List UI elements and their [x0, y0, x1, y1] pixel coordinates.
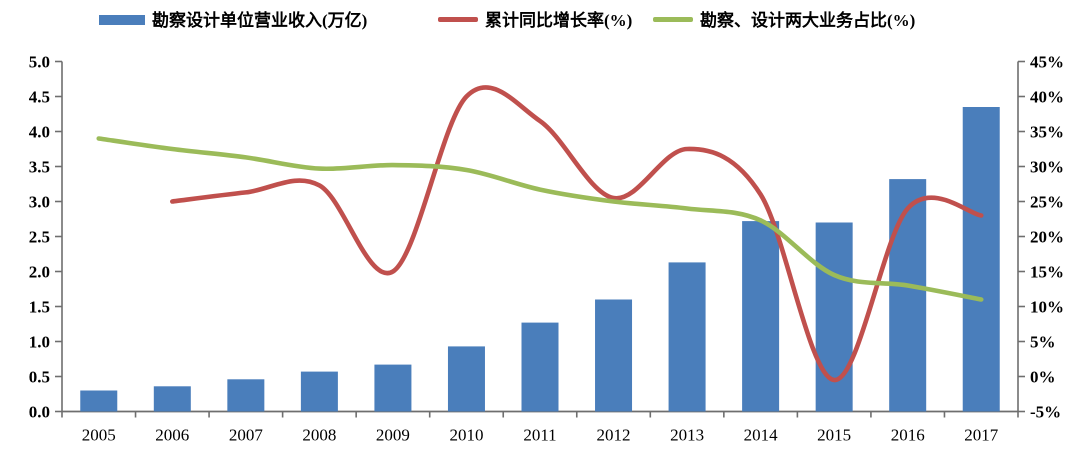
right-axis-tick-label: 5% [1030, 333, 1056, 352]
left-axis-tick-label: 3.0 [29, 193, 50, 212]
line-series-swatch-icon [653, 17, 693, 22]
revenue-bar [300, 371, 338, 412]
revenue-bar [668, 262, 706, 412]
bar-series-swatch-icon [99, 14, 145, 25]
right-axis-tick-label: 25% [1030, 193, 1064, 212]
line-cumulative-growth-rate [170, 85, 984, 383]
left-axis-tick-label: 0.5 [29, 368, 50, 387]
left-axis-tick-label: 0.0 [29, 403, 50, 422]
left-axis-tick-label: 3.5 [29, 158, 50, 177]
revenue-bar [374, 364, 412, 412]
right-axis-tick-label: 35% [1030, 123, 1064, 142]
right-axis-tick-label: 0% [1030, 368, 1056, 387]
x-axis-year-label: 2006 [155, 426, 189, 445]
right-axis: 45% 40% 35% 30% 25% 20% 15% 10% 5% 0% -5% [1018, 53, 1064, 422]
x-axis-year-label: 2011 [523, 426, 556, 445]
x-axis-year-label: 2009 [376, 426, 410, 445]
x-axis-year-label: 2017 [964, 426, 999, 445]
x-axis-year-label: 2008 [302, 426, 336, 445]
x-axis: 2005 2006 2007 2008 2009 2010 2011 2012 2013 2014… [61, 411, 1019, 445]
revenue-bar [962, 107, 1000, 412]
revenue-bar [227, 379, 265, 412]
line-series-swatch-icon [438, 17, 478, 22]
revenue-bar [595, 299, 633, 412]
revenue-bar [742, 221, 780, 412]
legend-label-revenue: 勘察设计单位营业收入(万亿) [152, 11, 368, 30]
x-axis-year-label: 2012 [597, 426, 631, 445]
x-axis-year-label: 2014 [744, 426, 779, 445]
right-axis-tick-label: 15% [1030, 263, 1064, 282]
x-axis-year-label: 2010 [449, 426, 483, 445]
left-axis-tick-label: 1.0 [29, 333, 50, 352]
right-axis-tick-label: -5% [1030, 403, 1061, 422]
left-axis-tick-label: 1.5 [29, 298, 50, 317]
legend-item-business-share: 勘察、设计两大业务占比(%) [653, 6, 915, 31]
revenue-bar [153, 386, 191, 412]
right-axis-tick-label: 40% [1030, 88, 1064, 107]
right-axis-tick-label: 45% [1030, 53, 1064, 72]
revenue-bar [80, 390, 118, 412]
right-axis-tick-label: 30% [1030, 158, 1064, 177]
x-axis-year-label: 2013 [670, 426, 704, 445]
left-axis: 5.0 4.5 4.0 3.5 3.0 2.5 2.0 1.5 1.0 0.5 0.0 [29, 53, 62, 422]
x-axis-year-label: 2007 [229, 426, 264, 445]
x-axis-year-label: 2016 [891, 426, 925, 445]
x-axis-year-label: 2015 [817, 426, 851, 445]
revenue-bar [815, 222, 853, 412]
right-axis-tick-label: 20% [1030, 228, 1064, 247]
line-business-share [96, 136, 984, 302]
legend-item-revenue: 勘察设计单位营业收入(万亿) [99, 6, 367, 31]
legend-label-growth-rate: 累计同比增长率(%) [485, 11, 633, 30]
left-axis-tick-label: 2.5 [29, 228, 50, 247]
left-axis-tick-label: 2.0 [29, 263, 50, 282]
x-axis-year-label: 2005 [82, 426, 116, 445]
legend-item-growth-rate: 累计同比增长率(%) [438, 6, 632, 31]
legend: 勘察设计单位营业收入(万亿) 累计同比增长率(%) 勘察、设计两大业务占比(%) [0, 0, 1080, 34]
right-axis-tick-label: 10% [1030, 298, 1064, 317]
left-axis-tick-label: 5.0 [29, 53, 50, 72]
legend-label-business-share: 勘察、设计两大业务占比(%) [700, 11, 916, 30]
revenue-bar [521, 322, 559, 412]
left-axis-tick-label: 4.0 [29, 123, 50, 142]
revenue-bar [447, 346, 485, 412]
revenue-bar [889, 179, 927, 412]
bars-revenue [80, 107, 1000, 412]
left-axis-tick-label: 4.5 [29, 88, 50, 107]
